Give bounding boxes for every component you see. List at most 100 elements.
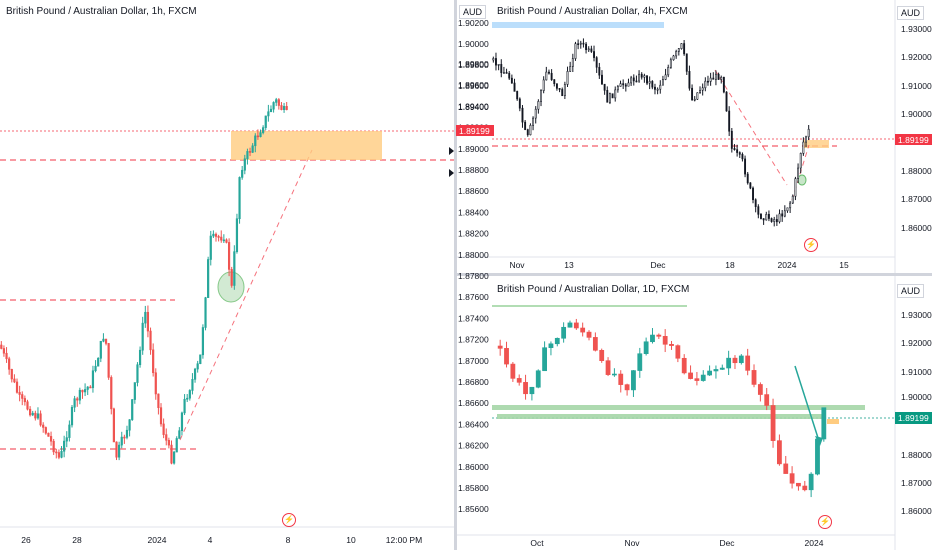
chart-canvas-4h[interactable]: 1.93000 1.92000 1.91000 1.90000 1.88000 1.870… — [457, 0, 932, 273]
candle-body — [136, 364, 139, 383]
candle-body — [264, 115, 267, 128]
candle-body — [149, 330, 152, 351]
candle-body — [709, 77, 712, 82]
candle-body — [532, 117, 535, 126]
candle-body — [677, 48, 680, 52]
candle-body — [68, 424, 71, 438]
candle-body — [94, 365, 97, 372]
candle-body — [146, 311, 150, 332]
candle-body — [267, 111, 270, 117]
candle-body — [118, 444, 121, 458]
supply-zone — [803, 140, 829, 148]
chart-canvas-1h[interactable]: 26 28 2024 4 8 10 12:00 PM — [0, 0, 454, 550]
candle-body — [606, 90, 609, 103]
price-axis-label: 1.88000 — [901, 450, 932, 460]
candle-body — [707, 370, 712, 376]
supply-zone — [827, 419, 839, 424]
chart-canvas-1d[interactable]: 1.93000 1.92000 1.91000 1.90000 1.88000 1.870… — [457, 276, 932, 550]
candle-body — [65, 437, 68, 442]
candle-body — [764, 394, 770, 406]
candle-body — [608, 93, 611, 103]
candle-body — [807, 128, 810, 138]
candle-body — [728, 110, 731, 132]
candle-body — [526, 129, 529, 136]
candle-body — [280, 105, 283, 110]
candle-body — [688, 372, 693, 379]
candle-body — [282, 106, 286, 110]
panel-divider[interactable] — [454, 0, 457, 550]
time-axis-label: 4 — [208, 535, 213, 545]
demand-zone — [497, 414, 822, 419]
candle-body — [773, 219, 776, 222]
trend-line — [714, 69, 788, 186]
candle-body — [535, 370, 541, 388]
candle-body — [212, 233, 215, 237]
candle-body — [561, 326, 567, 339]
candle-body — [675, 51, 678, 57]
price-axis-label: 1.87000 — [901, 478, 932, 488]
candle-body — [733, 148, 736, 150]
candle-body — [707, 80, 709, 83]
candle-body — [534, 108, 537, 119]
candle-body — [159, 407, 163, 425]
price-axis-label: 1.90000 — [901, 392, 932, 402]
candle-body — [745, 355, 751, 371]
price-axis-1h-labels[interactable]: 1.898001.896001.894001.892001.890001.888… — [456, 0, 496, 550]
candle-body — [26, 401, 29, 410]
candle-body — [262, 127, 265, 133]
currency-label[interactable]: AUD — [897, 284, 925, 298]
price-axis-label: 1.89400 — [458, 101, 489, 111]
candle-body — [110, 377, 113, 410]
candle-body — [230, 269, 233, 286]
candle-body — [238, 177, 241, 220]
chart-title-4h: British Pound / Australian Dollar, 4h, F… — [497, 6, 688, 17]
candle-body — [669, 344, 674, 346]
candle-body — [86, 386, 89, 390]
candle-body — [99, 340, 102, 359]
candle-body — [754, 199, 757, 207]
candle-body — [248, 151, 252, 153]
candle-body — [624, 384, 630, 391]
candle-body — [201, 327, 205, 356]
candle-body — [781, 213, 784, 217]
price-marker — [449, 147, 454, 155]
candle-body — [510, 77, 513, 84]
candle-body — [598, 66, 601, 76]
currency-label[interactable]: AUD — [897, 6, 925, 20]
price-axis-label: 1.87000 — [901, 194, 932, 204]
price-axis-label: 1.86400 — [458, 419, 489, 429]
lightning-icon[interactable]: ⚡ — [282, 513, 296, 527]
candle-body — [585, 43, 588, 51]
candle-body — [285, 106, 288, 110]
currency-label[interactable]: AUD — [459, 5, 487, 19]
candle-body — [738, 152, 741, 155]
candle-body — [254, 135, 257, 147]
lightning-icon[interactable]: ⚡ — [818, 515, 832, 529]
candle-body — [18, 392, 21, 395]
candle-body — [120, 436, 123, 446]
candle-body — [91, 370, 95, 389]
candle-body — [21, 394, 24, 399]
candle-body — [173, 451, 176, 464]
time-axis-label: 18 — [725, 260, 735, 270]
time-axis-label: Oct — [530, 538, 544, 548]
candle-body — [650, 334, 655, 343]
candle-body — [590, 48, 593, 52]
candle-body — [555, 83, 558, 89]
current-price-tag — [895, 412, 932, 424]
chart-panel-1h[interactable]: 26 28 2024 4 8 10 12:00 PM British Pound / Aus… — [0, 0, 454, 550]
candle-body — [574, 43, 577, 59]
candle-body — [691, 87, 694, 101]
panel-divider[interactable] — [457, 273, 932, 276]
resistance-zone — [492, 22, 664, 28]
candle-body — [603, 83, 606, 91]
candle-body — [154, 372, 157, 395]
chart-panel-1d[interactable]: 1.93000 1.92000 1.91000 1.90000 1.88000 1.870… — [457, 276, 932, 550]
candle-body — [757, 206, 760, 215]
candle-body — [571, 58, 574, 67]
candle-body — [732, 357, 738, 364]
price-axis-label: 1.86000 — [458, 462, 489, 472]
candle-body — [34, 412, 37, 419]
lightning-icon[interactable]: ⚡ — [804, 238, 818, 252]
chart-panel-4h[interactable]: 1.93000 1.92000 1.91000 1.90000 1.88000 1.870… — [457, 0, 932, 273]
